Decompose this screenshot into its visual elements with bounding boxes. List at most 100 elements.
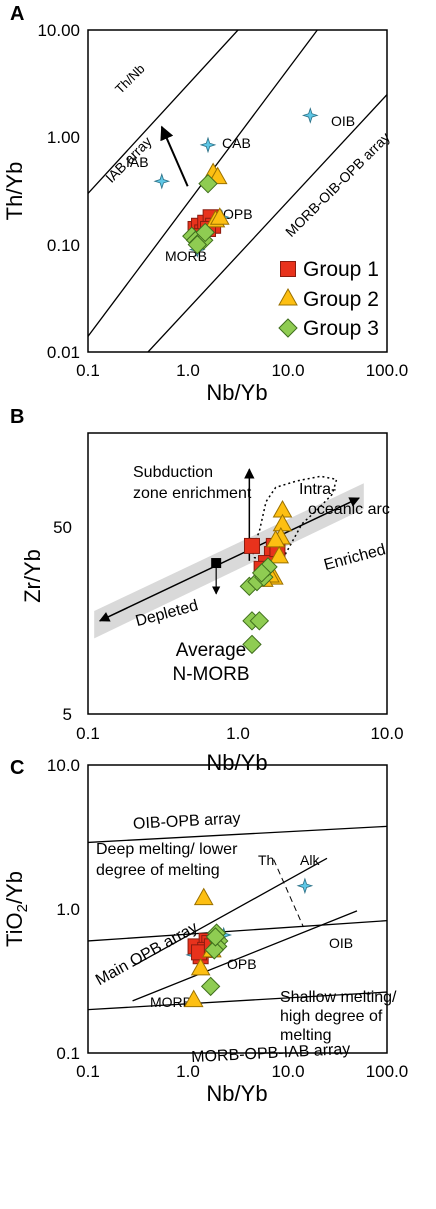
panel-a-th-nb-arrow [160, 125, 189, 187]
panel-a-x-tick-0-1: 0.1 [76, 361, 100, 380]
panel-c-array-line-2 [88, 920, 387, 942]
panel-a-legend: Group 1 Group 2 Group 3 [303, 258, 379, 340]
panel-b-plot-frame [87, 432, 388, 715]
panel-a-morb-oib-opb-array-label: MORB-OIB-OPB array [282, 129, 393, 240]
panel-a-plot-frame [87, 29, 388, 353]
panel-c-markers [183, 877, 314, 1008]
panel-c-plot-frame [87, 764, 388, 1054]
panel-b-y-tick-5: 5 [63, 705, 72, 724]
panel-c-array-line-3 [88, 991, 387, 1011]
panel-c-group2-point-1 [193, 887, 214, 906]
panel-a-y-tick-1-00: 1.00 [47, 128, 80, 147]
panel-c-y-axis-label-main: TiO [2, 912, 27, 947]
panel-b-intra-oceanic-arc-field [251, 475, 338, 562]
panel-b-average-label: Average [176, 640, 246, 661]
panel-a-group3-point-1 [198, 173, 218, 194]
panel-c: C 0.1 1.0 10.0 100.0 0.1 1.0 10.0 Nb/Yb … [2, 756, 408, 1106]
panel-c-main-opb-array-label: Main OPB array [93, 919, 201, 989]
panel-c-label: C [10, 757, 24, 779]
panel-c-group3-point-5 [200, 976, 221, 997]
panel-a-group3-point-7 [195, 222, 215, 243]
panel-c-x-axis-label: Nb/Yb [206, 1081, 267, 1106]
panel-a-x-tick-10-0: 10.0 [271, 361, 304, 380]
legend-group2-marker [278, 287, 298, 306]
panel-b-group2-point-4 [265, 529, 286, 548]
panel-c-x-tick-0-1: 0.1 [76, 1062, 100, 1081]
panel-c-shallow-melting-label-line2: high degree of [280, 1008, 383, 1025]
panel-c-y-tick-10-0: 10.0 [47, 756, 80, 775]
panel-a-iab-label: IAB [126, 154, 149, 170]
panel-c-deep-melting-label-line2: degree of melting [96, 862, 220, 879]
panel-a-x-tick-100-0: 100.0 [366, 361, 409, 380]
panel-b-x-tick-10-0: 10.0 [370, 724, 403, 743]
panel-b-x-tick-0-1: 0.1 [76, 724, 100, 743]
legend-group1-marker [280, 261, 296, 277]
panel-b-average-n-morb-point [211, 558, 222, 569]
panel-a-diagonal-line-1 [88, 30, 239, 194]
panel-b-group3-point-7 [249, 611, 270, 631]
panel-c-group3-point-6 [205, 927, 226, 947]
panel-c-y-tick-0-1: 0.1 [56, 1044, 80, 1063]
panel-c-group3-point-4 [204, 940, 225, 960]
panel-b-x-axis-label: Nb/Yb [206, 750, 267, 775]
panel-a-ref-point-iab [153, 172, 171, 190]
panel-b-group3-point-8 [242, 634, 262, 655]
panel-b-intra-label-line2: oceanic arc [308, 501, 390, 518]
panel-c-shallow-melting-label-line1: Shallow melting/ [280, 989, 397, 1006]
panel-c-array-line-1 [88, 825, 387, 844]
panel-b-group2-point-5 [269, 545, 290, 564]
panel-c-x-ticks: 0.1 1.0 10.0 100.0 [76, 1062, 408, 1081]
panel-a-th-nb-label: Th/Nb [112, 61, 148, 97]
panel-c-ref-point-oib [296, 877, 314, 895]
panel-c-x-tick-100-0: 100.0 [366, 1062, 409, 1081]
panel-b-y-tick-50: 50 [53, 518, 72, 537]
panel-c-y-tick-1-0: 1.0 [56, 900, 80, 919]
panel-c-array-line-4 [132, 857, 328, 967]
panel-c-x-tick-10-0: 10.0 [271, 1062, 304, 1081]
panel-c-group2-point-3 [183, 989, 204, 1008]
panel-a-ref-point-cab [199, 136, 217, 154]
legend-group-2-label: Group 2 [303, 288, 379, 311]
legend-group3-marker [278, 318, 298, 338]
panel-a-y-tick-0-01: 0.01 [47, 343, 80, 362]
panel-c-x-tick-1-0: 1.0 [176, 1062, 200, 1081]
panel-c-th-label: Th [258, 852, 274, 868]
panel-c-opb-label: OPB [227, 956, 257, 972]
panel-b-group1-point-1 [243, 537, 260, 554]
panel-c-y-axis-label: TiO2/Yb [2, 871, 31, 947]
panel-a-y-tick-0-10: 0.10 [47, 236, 80, 255]
panel-a-y-axis-label: Th/Yb [2, 162, 27, 221]
panel-b-n-morb-label: N-MORB [172, 664, 249, 685]
panel-c-morb-label: MORB [150, 994, 192, 1010]
panel-b-intra-label-line1: Intra- [299, 481, 336, 498]
panel-a-y-ticks: 0.01 0.10 1.00 10.00 [37, 21, 80, 362]
panel-b-group3-point-5 [251, 563, 272, 583]
panel-c-y-ticks: 0.1 1.0 10.0 [47, 756, 80, 1063]
panel-b-x-tick-1-0: 1.0 [226, 724, 250, 743]
panel-c-alk-label: Alk [300, 852, 320, 868]
panel-c-array-line-5 [132, 910, 358, 1002]
panel-b-label: B [10, 406, 24, 428]
panel-b-x-ticks: 0.1 1.0 10.0 [76, 724, 403, 743]
panel-a-group3-point-6 [187, 234, 208, 255]
panel-c-y-axis-label-tail: /Yb [2, 871, 27, 904]
panel-b-mantle-trend-arrow [98, 497, 360, 622]
panel-c-shallow-melting-label-line3: melting [280, 1027, 332, 1044]
panel-a-group2-point-4 [209, 207, 230, 225]
panel-a-opb-label: OPB [223, 206, 253, 222]
panel-b-enriched-label: Enriched [322, 541, 387, 574]
panel-a-x-tick-1-0: 1.0 [176, 361, 200, 380]
panel-b-markers [211, 499, 293, 655]
panel-a-ref-point-oib [301, 107, 319, 124]
panel-a-cab-label: CAB [222, 135, 251, 151]
panel-b-subduction-label-line2: zone enrichment [133, 485, 252, 502]
panel-c-group2-point-2 [190, 957, 211, 976]
legend-group-3-label: Group 3 [303, 317, 379, 340]
panel-c-deep-melting-label-line1: Deep melting/ lower [96, 841, 238, 858]
panel-b-subduction-label-line1: Subduction [133, 464, 213, 481]
panel-a-label: A [10, 3, 24, 25]
panel-c-reference-lines [88, 825, 387, 1011]
panel-c-y-axis-label-subscript: 2 [14, 904, 31, 912]
panel-c-th-alk-divider [273, 859, 304, 928]
panel-b: B 0.1 1.0 10.0 5 50 Nb/Yb Zr/Yb Subducti… [10, 406, 404, 775]
